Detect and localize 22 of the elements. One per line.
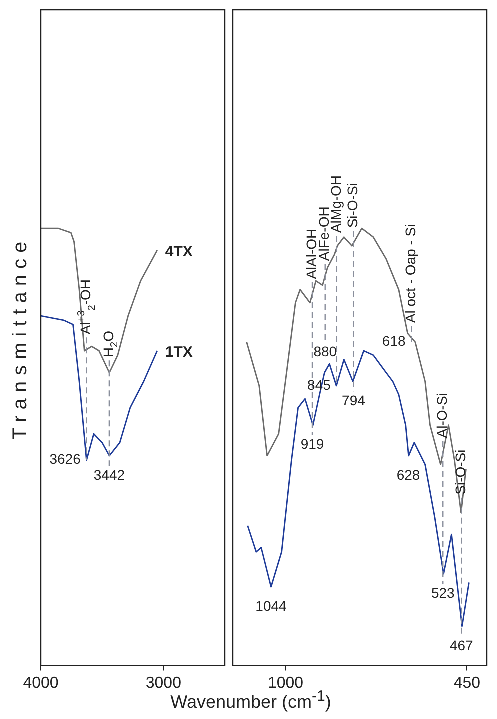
annotation: 3626 [50, 451, 82, 468]
annotation: 880 [314, 344, 338, 360]
ref-line-label: Al oct - Oap - Si [402, 224, 419, 324]
annotation: 3442 [94, 466, 126, 483]
annotation: 794 [342, 392, 366, 408]
ref-line-label: Si-O-Si [452, 450, 468, 495]
series-label: 1TX [165, 344, 193, 362]
ref-line-label: AlAl-OH [303, 228, 320, 280]
series-label: 4TX [165, 244, 193, 261]
annotation: 628 [396, 466, 420, 483]
annotation: 919 [300, 436, 324, 452]
annotation: 618 [382, 333, 406, 350]
annotation: 523 [431, 584, 456, 601]
ref-line-label: H2O [100, 330, 121, 358]
annotation: 467 [450, 637, 474, 654]
x-tick-label: 450 [454, 674, 481, 692]
annotation: 1044 [256, 598, 288, 614]
x-tick-label: 4000 [23, 674, 59, 692]
ref-line-label: Al-O-Si [434, 393, 450, 438]
y-axis-title: Transmittance [10, 236, 32, 440]
ref-line-label: Si-O-Si [344, 183, 361, 228]
ref-line-label: Al+32-OH [76, 279, 98, 335]
